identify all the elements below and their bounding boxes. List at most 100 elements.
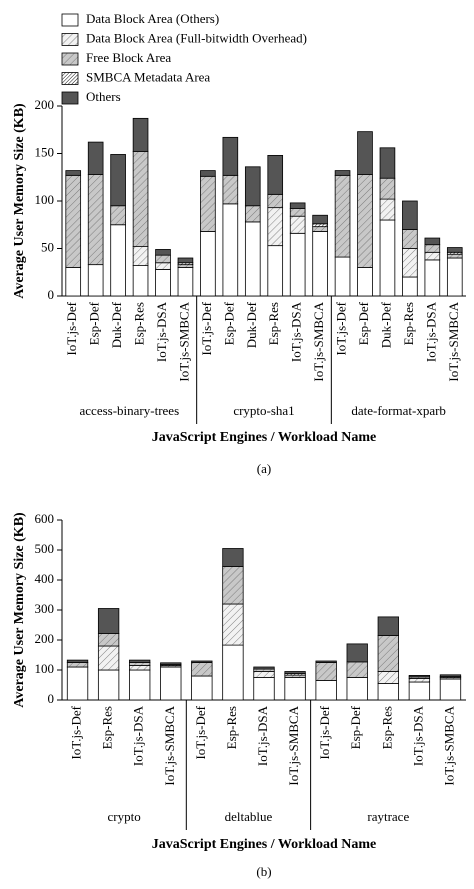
bar-segment: [191, 662, 213, 677]
bar-segment: [402, 276, 418, 297]
bar-segment: [244, 166, 261, 207]
bar-segment: [267, 245, 284, 297]
x-tick-label: Duk-Def: [378, 301, 393, 348]
bar-segment: [155, 254, 171, 264]
bar-segment: [97, 669, 120, 701]
bar-segment: [129, 665, 151, 671]
x-tick-label: Esp-Res: [379, 706, 394, 749]
bar-segment: [439, 678, 462, 701]
bar-segment: [87, 173, 104, 266]
x-tick-label: Esp-Res: [100, 706, 115, 749]
legend-label: Free Block Area: [86, 50, 171, 65]
x-tick-label: IoT.js-DSA: [131, 705, 146, 766]
bar-segment: [177, 264, 194, 268]
bar-segment: [315, 680, 337, 701]
x-tick-label: Duk-Def: [244, 301, 259, 348]
y-tick-label: 300: [35, 601, 55, 616]
bar-segment: [177, 257, 194, 264]
bar-segment: [253, 677, 275, 701]
x-tick-label: Esp-Def: [356, 301, 371, 345]
bar-segment: [315, 662, 337, 681]
bar-segment: [379, 147, 396, 179]
bar-segment: [191, 660, 213, 663]
bar-segment: [129, 659, 151, 663]
y-axis-label: Average User Memory Size (KB): [12, 103, 27, 299]
bar-segment: [244, 205, 261, 223]
group-label: crypto: [108, 809, 141, 824]
bar-segment: [244, 221, 261, 297]
x-tick-label: IoT.js-Def: [69, 705, 84, 759]
x-tick-label: IoT.js-DSA: [410, 705, 425, 766]
x-tick-label: IoT.js-Def: [334, 301, 349, 355]
bar-segment: [132, 265, 149, 297]
bar-segment: [155, 262, 171, 270]
bar-segment: [424, 244, 441, 253]
bar-segment: [315, 660, 337, 663]
legend-label: Data Block Area (Full-bitwidth Overhead): [86, 30, 307, 45]
y-tick-label: 100: [35, 661, 55, 676]
bar-segment: [289, 202, 306, 209]
x-axis-label: JavaScript Engines / Workload Name: [152, 837, 377, 852]
bar-segment: [110, 205, 126, 226]
x-tick-label: IoT.js-SMBCA: [176, 301, 191, 381]
bar-segment: [289, 232, 306, 297]
bar-segment: [267, 154, 284, 195]
bar-segment: [253, 671, 275, 678]
bar-segment: [379, 219, 396, 297]
y-tick-label: 400: [35, 571, 55, 586]
x-tick-label: IoT.js-Def: [199, 301, 214, 355]
bar-segment: [222, 174, 239, 205]
group-label: date-format-xparb: [351, 403, 446, 418]
x-tick-label: IoT.js-DSA: [154, 301, 169, 362]
legend-swatch: [61, 91, 79, 105]
bar-segment: [253, 666, 275, 670]
y-tick-label: 0: [48, 287, 55, 302]
x-tick-label: IoT.js-SMBCA: [286, 705, 301, 785]
bar-segment: [284, 671, 306, 674]
bar-segment: [289, 215, 306, 234]
bar-segment: [312, 214, 328, 225]
bar-segment: [446, 253, 463, 259]
legend-label: SMBCA Metadata Area: [86, 69, 210, 84]
legend-label: Others: [86, 89, 121, 104]
bar-segment: [377, 616, 399, 636]
x-tick-label: IoT.js-SMBCA: [446, 301, 461, 381]
bar-segment: [132, 117, 149, 152]
x-tick-label: Esp-Def: [348, 705, 363, 749]
y-axis-label: Average User Memory Size (KB): [12, 512, 27, 708]
x-tick-label: IoT.js-DSA: [255, 705, 270, 766]
bar-segment: [357, 173, 373, 268]
x-tick-label: Duk-Def: [109, 301, 124, 348]
y-tick-label: 200: [35, 97, 55, 112]
x-tick-label: IoT.js-SMBCA: [162, 705, 177, 785]
y-tick-label: 150: [35, 144, 55, 159]
bar-segment: [346, 643, 368, 663]
bar-segment: [379, 177, 396, 200]
bar-segment: [160, 666, 182, 701]
bar-segment: [155, 249, 171, 256]
bar-segment: [191, 675, 213, 701]
bar-segment: [65, 170, 82, 176]
bar-segment: [110, 224, 126, 297]
x-tick-label: Esp-Def: [87, 301, 102, 345]
bar-segment: [97, 645, 120, 671]
bar-segment: [65, 267, 82, 297]
bar-segment: [424, 259, 441, 297]
bar-segment: [402, 248, 418, 278]
x-tick-label: Esp-Res: [266, 302, 281, 345]
bar-segment: [177, 267, 194, 297]
x-tick-label: IoT.js-DSA: [423, 301, 438, 362]
x-tick-label: IoT.js-SMBCA: [441, 705, 456, 785]
y-tick-label: 100: [35, 192, 55, 207]
bar-segment: [200, 170, 216, 177]
bar-segment: [284, 677, 306, 701]
bar-segment: [222, 566, 244, 605]
x-tick-label: IoT.js-DSA: [289, 301, 304, 362]
bar-segment: [222, 603, 244, 646]
bar-segment: [267, 207, 284, 247]
bar-segment: [446, 257, 463, 297]
bar-segment: [160, 662, 182, 665]
bar-segment: [200, 230, 216, 297]
x-tick-label: Esp-Res: [132, 302, 147, 345]
bar-segment: [346, 677, 368, 701]
